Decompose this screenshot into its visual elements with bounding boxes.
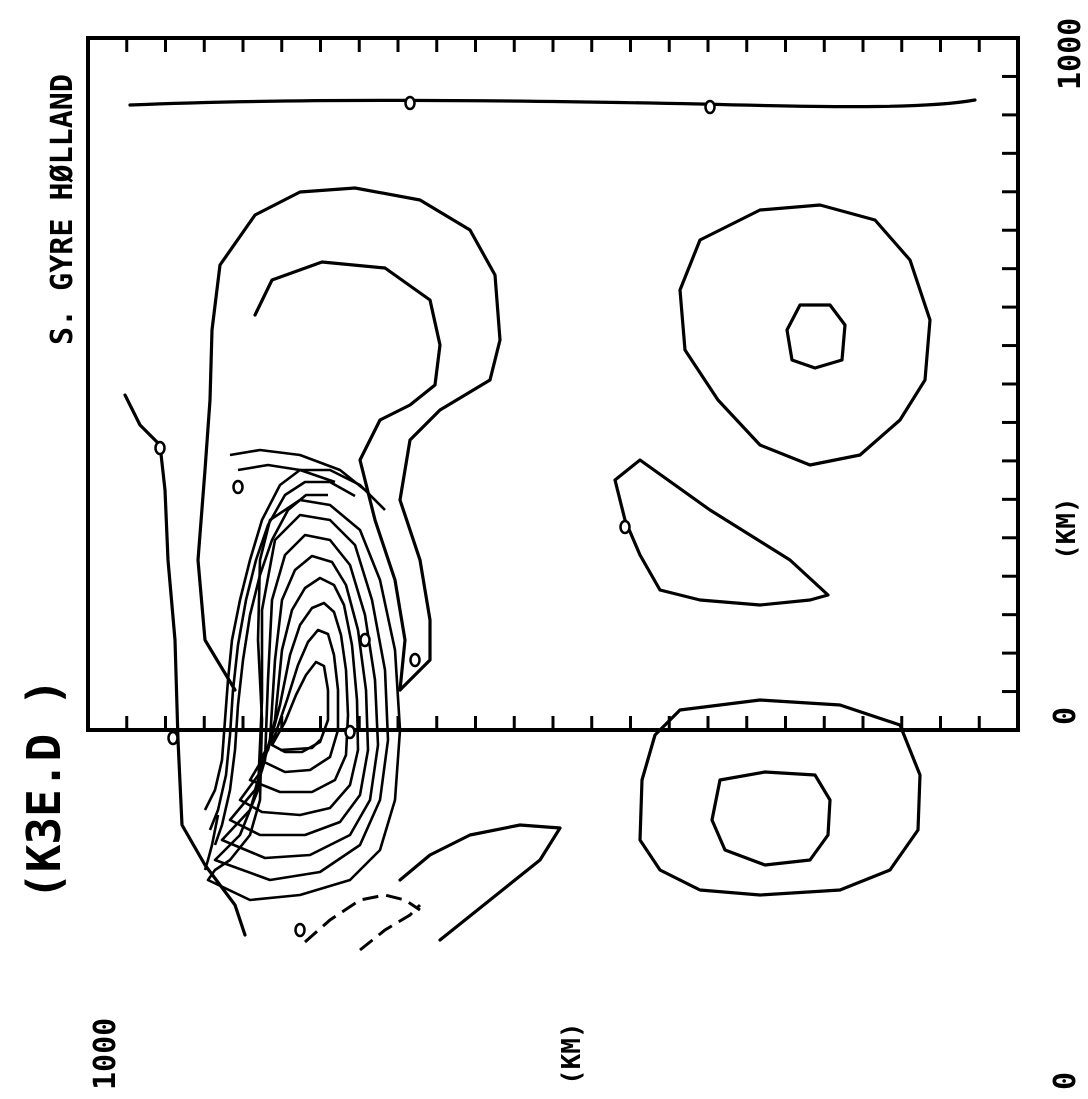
- bottom-axis-max-label: 1000: [88, 1018, 123, 1090]
- right-upper-eddy-inner: [785, 303, 847, 370]
- axis-ticks: [125, 38, 1018, 730]
- right-lower-eddy-outer: [638, 698, 922, 897]
- contour-zero-label: [167, 730, 179, 746]
- contour-zero-label: [232, 479, 244, 495]
- contour-zero-label: [154, 440, 166, 456]
- right-axis-min-label: 0: [1048, 707, 1083, 725]
- dashed-contour-2: [359, 903, 422, 952]
- bottom-axis-label: (KM): [557, 1022, 587, 1085]
- contour-field: [123, 95, 977, 952]
- zero-contour-top: [128, 98, 977, 109]
- figure-title: S. GYRE HØLLAND: [45, 74, 80, 345]
- right-lower-eddy-inner: [710, 770, 832, 867]
- right-axis-label: (KM): [1052, 497, 1082, 560]
- contour-zero-label: [294, 922, 306, 938]
- plot-frame: [86, 36, 1020, 732]
- contour-zero-label: [619, 519, 631, 535]
- contour-zero-label: [404, 95, 416, 111]
- bottom-axis-min-label: 0: [1048, 1072, 1083, 1090]
- contour-zero-label: [409, 652, 421, 668]
- gyre-outer-contour: [196, 186, 502, 692]
- gyre-core-contours: [203, 448, 402, 902]
- right-axis-max-label: 1000: [1053, 18, 1088, 90]
- right-upper-eddy-outer: [678, 203, 932, 467]
- dashed-contour-1: [304, 893, 421, 944]
- contour-zero-label: [359, 632, 371, 648]
- gyre-contour-2: [253, 260, 442, 692]
- gyre-contour-west: [123, 393, 247, 937]
- contour-zero-label: [704, 99, 716, 115]
- triangle-contour: [613, 458, 830, 607]
- contour-zero-labels: [154, 95, 716, 938]
- run-id-label: (K3E.D ): [17, 678, 71, 900]
- contour-zero-label: [344, 724, 356, 740]
- diagonal-contour: [398, 823, 562, 942]
